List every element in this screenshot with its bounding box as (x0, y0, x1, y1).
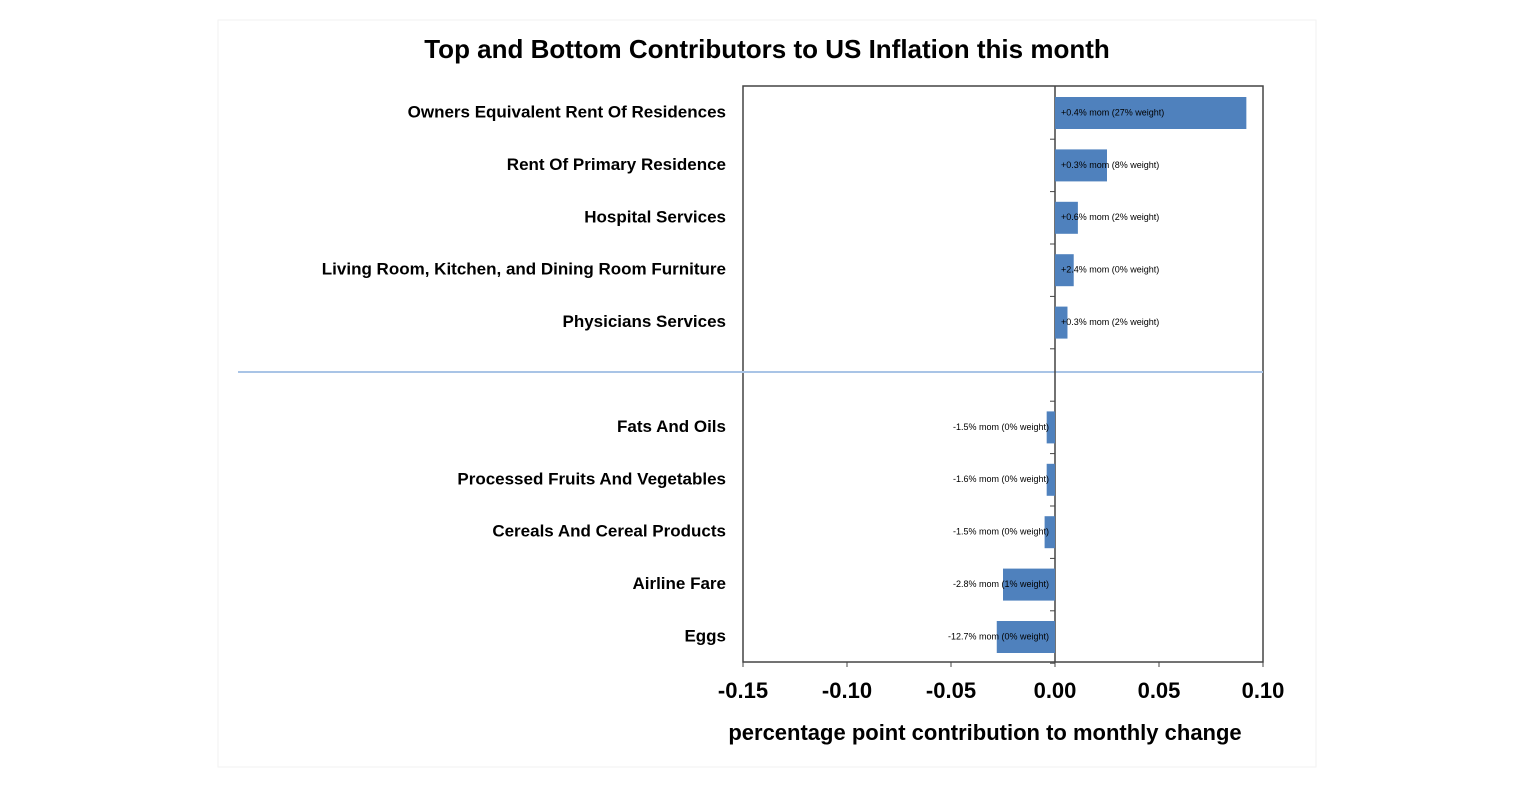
bar-annotation: -1.5% mom (0% weight) (953, 422, 1049, 432)
y-tick-label: Living Room, Kitchen, and Dining Room Fu… (322, 260, 726, 279)
y-tick-label: Processed Fruits And Vegetables (457, 469, 726, 488)
bar (1044, 516, 1055, 549)
bar-annotation: -12.7% mom (0% weight) (948, 631, 1049, 641)
bar-annotation: +0.3% mom (2% weight) (1061, 317, 1159, 327)
bar-annotation: +2.4% mom (0% weight) (1061, 265, 1159, 275)
bar (1046, 411, 1055, 444)
bar (1055, 149, 1107, 182)
x-tick-label: 0.10 (1242, 678, 1285, 703)
y-tick-label: Fats And Oils (617, 417, 726, 436)
plot-frame (742, 85, 1264, 663)
y-tick-label: Owners Equivalent Rent Of Residences (408, 102, 726, 121)
bar-annotation: -1.6% mom (0% weight) (953, 474, 1049, 484)
y-tick-label: Physicians Services (562, 312, 726, 331)
x-tick-label: -0.10 (822, 678, 872, 703)
bar (1046, 463, 1055, 496)
bar (1055, 201, 1078, 234)
bar-annotation: +0.6% mom (2% weight) (1061, 212, 1159, 222)
bar (1055, 97, 1247, 129)
bar-annotation: +0.4% mom (27% weight) (1061, 107, 1164, 117)
bar-annotation: -1.5% mom (0% weight) (953, 527, 1049, 537)
bar-annotation: +0.3% mom (8% weight) (1061, 160, 1159, 170)
x-tick-label: -0.05 (926, 678, 976, 703)
bar (1055, 254, 1074, 287)
chart-area (217, 19, 1317, 768)
x-tick-label: -0.15 (718, 678, 768, 703)
bar-annotation: -2.8% mom (1% weight) (953, 579, 1049, 589)
y-tick-label: Hospital Services (584, 207, 726, 226)
y-tick-label: Rent Of Primary Residence (507, 155, 726, 174)
x-axis-label: percentage point contribution to monthly… (728, 720, 1241, 745)
x-tick-label: 0.00 (1034, 678, 1077, 703)
chart-title: Top and Bottom Contributors to US Inflat… (424, 34, 1110, 64)
y-tick-label: Cereals And Cereal Products (492, 522, 726, 541)
y-tick-label: Eggs (684, 626, 726, 645)
bar (996, 621, 1055, 653)
x-tick-label: 0.05 (1138, 678, 1181, 703)
bar (1003, 568, 1055, 601)
y-tick-label: Airline Fare (632, 574, 726, 593)
bar (1055, 306, 1068, 339)
